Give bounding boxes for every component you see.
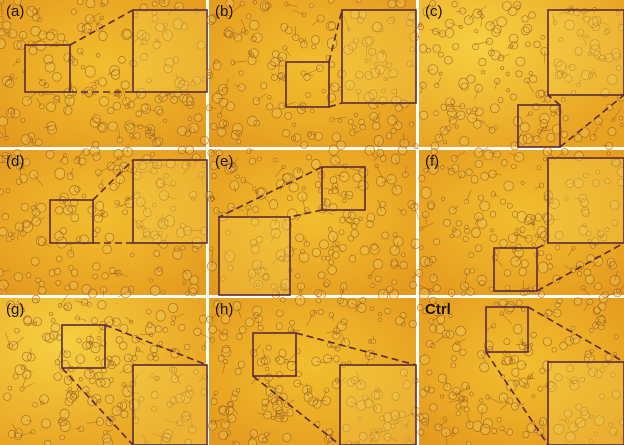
panel-label: Ctrl [425, 301, 451, 318]
panel-label: (a) [6, 3, 24, 20]
panel-label: (b) [215, 3, 233, 20]
panel: (d) [0, 144, 208, 298]
panel: (e) [206, 145, 421, 300]
panel: (c) [414, 0, 624, 150]
panel-label: (f) [425, 153, 439, 170]
panel: Ctrl [411, 292, 624, 445]
zoom-inset [548, 362, 624, 445]
panel: (a) [0, 0, 209, 148]
panel-label: (d) [6, 153, 24, 170]
panel-label: (c) [425, 3, 443, 20]
zoom-inset [219, 217, 290, 295]
panel: (b) [206, 0, 423, 151]
zoom-inset [340, 365, 416, 445]
panel: (h) [200, 290, 420, 445]
panel-label: (h) [215, 301, 233, 318]
zoom-inset [133, 160, 207, 243]
figure: (a) (b) (c) (d) (e) (f) (g) (h) Ctrl [0, 0, 624, 445]
zoom-inset [548, 10, 624, 95]
zoom-inset [548, 158, 624, 243]
zoom-inset [133, 10, 207, 92]
panel-label: (g) [6, 301, 24, 318]
zoom-inset [342, 10, 416, 103]
panel: (g) [0, 294, 208, 445]
panel: (f) [412, 147, 624, 300]
zoom-inset [133, 365, 207, 445]
panel-label: (e) [215, 153, 233, 170]
